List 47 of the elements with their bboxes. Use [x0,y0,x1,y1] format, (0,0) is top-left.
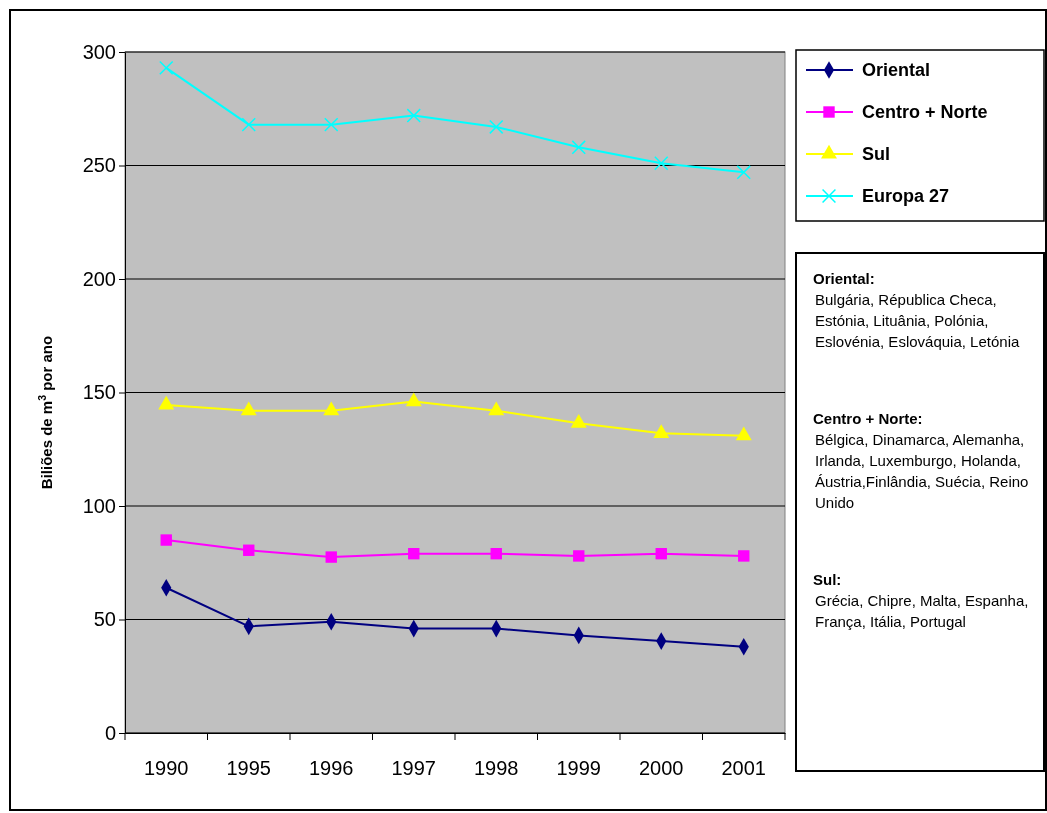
y-tick-label: 0 [104,721,116,744]
point [488,401,505,416]
x-tick-label: 1998 [474,757,519,780]
point [240,401,257,416]
x-tick-label: 1995 [226,757,271,780]
point [405,392,422,407]
legend-label: Centro + Norte [862,102,988,123]
text: Bélgica, Dinamarca, Alemanha, Irlanda, Luxemburgo, Holanda, Áustria,Finlândia, Suécia, Reino Unido [814,430,1030,513]
point [735,426,752,441]
point [489,119,504,135]
point [160,534,172,546]
point [653,424,670,438]
text: Grécia, Chipre, Malta, Espanha, França, Itália, Portugal [814,591,1030,632]
point [573,550,585,562]
text: Centro + Norte: [813,409,924,429]
legend-label: Oriental [862,60,931,81]
x-tick-label: 1999 [556,757,601,780]
point [406,108,421,123]
y-tick-label: 50 [93,608,116,631]
y-tick-label: 300 [82,40,116,63]
x-tick-label: 2001 [721,757,766,780]
point [490,547,502,560]
x-tick-label: 1997 [391,757,436,780]
x-tick-label: 2000 [639,757,684,780]
legend-label: Europa 27 [862,186,950,207]
y-tick-label: 100 [82,494,116,517]
x-tick-label: 1996 [309,757,354,780]
y-tick-label: 150 [82,381,116,404]
legend-label: Sul [862,144,891,165]
point [408,547,420,560]
y-tick-label: 200 [82,267,116,290]
x-tick-label: 1990 [144,757,189,780]
point [243,544,255,556]
point [736,165,751,180]
point [738,550,750,562]
text: Bulgária, Républica Checa, Estónia, Lituânia, Polónia, Eslovénia, Eslováquia, Letónia [814,290,1021,352]
point [571,140,586,155]
text: Oriental: [813,269,876,289]
point [325,551,337,563]
point [159,60,174,76]
point [324,117,339,132]
point [241,117,256,132]
y-tick-label: 250 [82,154,116,177]
text: Sul: [813,570,843,590]
point [654,156,669,171]
point [323,401,340,416]
point [655,547,667,560]
